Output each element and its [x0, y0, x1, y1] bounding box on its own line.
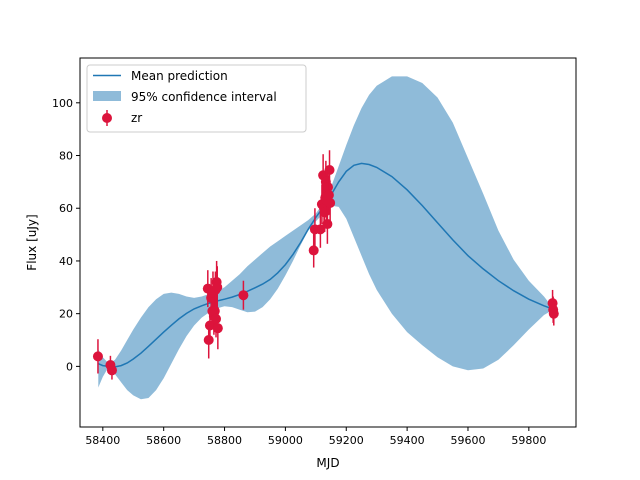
data-point	[322, 219, 333, 230]
confidence-band	[98, 76, 554, 400]
data-point	[203, 335, 214, 346]
data-point	[92, 351, 103, 362]
data-point	[212, 323, 223, 334]
x-tick-label: 58600	[146, 434, 181, 447]
data-point	[308, 245, 319, 256]
y-tick-label: 60	[59, 202, 73, 215]
y-axis-ticks: 0 20 40 60 80 100	[52, 97, 80, 373]
data-point	[324, 165, 335, 176]
x-tick-label: 58400	[85, 434, 120, 447]
plot-area-frame	[79, 57, 577, 428]
data-point	[238, 290, 249, 301]
data-point	[323, 190, 334, 201]
y-tick-label: 0	[66, 360, 73, 373]
mean-line-layer	[98, 162, 554, 368]
legend-box	[86, 64, 307, 133]
y-tick-label: 80	[59, 150, 73, 163]
data-points-layer	[92, 150, 559, 380]
mean-prediction-line	[98, 162, 554, 368]
y-tick-label: 100	[52, 97, 73, 110]
x-tick-label: 59000	[268, 434, 303, 447]
confidence-band-layer	[98, 76, 554, 400]
legend-band-swatch	[93, 91, 121, 101]
data-point	[315, 224, 326, 235]
legend-mean-label: Mean prediction	[131, 69, 228, 83]
data-point	[106, 365, 117, 376]
legend: Mean prediction 95% confidence interval …	[86, 64, 307, 133]
x-tick-label: 59800	[511, 434, 546, 447]
x-tick-label: 59400	[390, 434, 425, 447]
data-point	[325, 197, 336, 208]
legend-band-label: 95% confidence interval	[131, 90, 277, 104]
legend-points-label: zr	[131, 111, 142, 125]
y-tick-label: 40	[59, 255, 73, 268]
data-point	[211, 313, 222, 324]
y-tick-label: 20	[59, 308, 73, 321]
x-tick-label: 59600	[450, 434, 485, 447]
legend-point-marker	[102, 113, 112, 123]
y-axis-label: Flux [uJy]	[25, 214, 39, 270]
data-point	[212, 282, 223, 293]
x-tick-label: 58800	[207, 434, 242, 447]
x-axis-label: MJD	[316, 456, 339, 470]
data-point	[548, 308, 559, 319]
x-tick-label: 59200	[329, 434, 364, 447]
x-axis-ticks: 58400 58600 58800 59000 59200 59400 59600 59800	[85, 427, 546, 447]
